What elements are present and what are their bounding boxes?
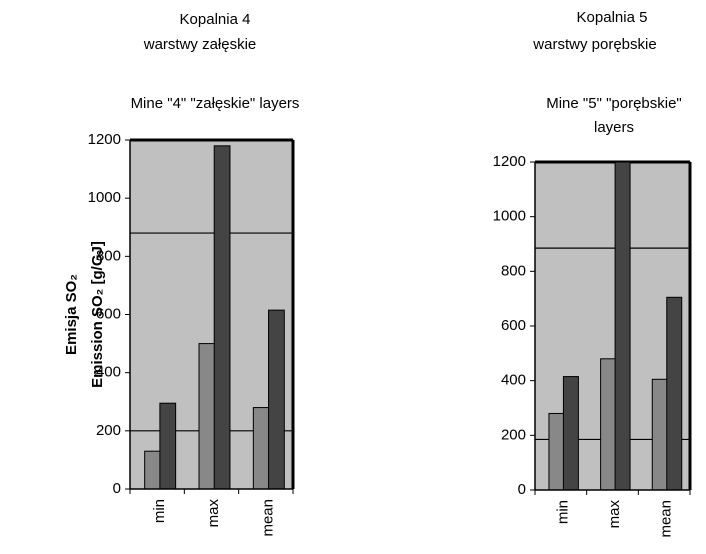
chart-subtitle: warstwy załęskie (143, 36, 257, 53)
bar (268, 309, 285, 490)
y-tick-label: 1200 (88, 131, 121, 148)
chart-title: Kopalnia 4 (180, 11, 251, 28)
y-tick-label: 0 (518, 481, 526, 498)
y-tick-label: 800 (501, 262, 526, 279)
bar (666, 296, 683, 491)
chart-title: Kopalnia 5 (577, 9, 648, 26)
y-tick-label: 400 (96, 364, 121, 381)
bar (614, 161, 631, 491)
chart-title-en: layers (594, 119, 634, 136)
y-tick-label: 600 (501, 317, 526, 334)
bar (213, 145, 231, 490)
y-tick-label: 200 (96, 422, 121, 439)
y-tick-label: 1200 (493, 153, 526, 170)
bar (651, 378, 668, 491)
chart-subtitle: warstwy porębskie (532, 36, 656, 53)
bar (198, 343, 216, 490)
bar (600, 358, 617, 491)
y-tick-label: 200 (501, 426, 526, 443)
x-tick-label: mean (658, 500, 675, 538)
y-tick-label: 1000 (493, 208, 526, 225)
x-tick-label: min (554, 500, 571, 524)
y-axis-label: Emission SO₂ [g/GJ] (89, 241, 106, 388)
x-tick-label: max (205, 499, 222, 528)
y-tick-label: 1000 (88, 189, 121, 206)
bar (548, 412, 565, 491)
bar (159, 402, 177, 490)
x-tick-label: mean (260, 499, 277, 537)
bar (144, 450, 161, 490)
bar (252, 407, 270, 490)
y-tick-label: 800 (96, 247, 121, 264)
x-tick-label: min (151, 499, 168, 523)
y-tick-label: 400 (501, 372, 526, 389)
chart-title-en: Mine "4" "załęskie" layers (131, 95, 300, 112)
y-tick-label: 600 (96, 305, 121, 322)
y-tick-label: 0 (113, 480, 121, 497)
chart-title-en: Mine "5" "porębskie" (546, 95, 682, 112)
bar (562, 376, 579, 491)
y-axis-label: Emisja SO₂ (63, 274, 80, 355)
x-tick-label: max (606, 500, 623, 529)
